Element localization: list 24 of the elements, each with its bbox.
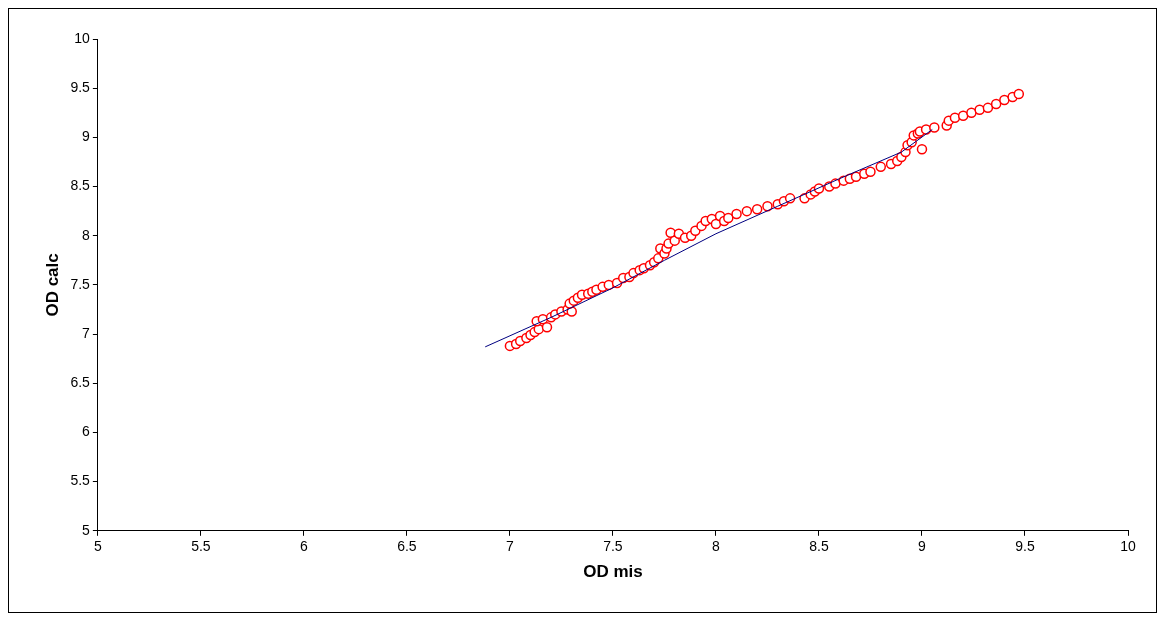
y-tick-label: 7 [82,324,91,341]
x-tick-label: 6.5 [397,538,417,555]
y-axis-title: OD calc [42,253,62,317]
y-tick-label: 6 [82,423,91,440]
x-tick-label: 5 [93,538,102,555]
x-tick-label: 10 [1120,538,1136,555]
y-tick-label: 6.5 [70,374,91,391]
y-tick-label: 5.5 [70,472,91,489]
y-tick-label: 10 [74,29,91,46]
x-tick-label: 9.5 [1015,538,1035,555]
x-tick-label: 5.5 [191,538,211,555]
x-tick-label: 6 [299,538,308,555]
y-tick-label: 8 [82,226,91,243]
y-tick-label: 7.5 [70,275,91,292]
y-tick-label: 9 [82,128,91,145]
x-tick-label: 9 [918,538,927,555]
x-tick-label: 7 [506,538,515,555]
y-tick-label: 8.5 [70,177,91,194]
y-tick-label: 9.5 [70,79,91,96]
x-tick-label: 7.5 [603,538,623,555]
x-tick-label: 8.5 [809,538,829,555]
y-tick-label: 5 [82,521,91,538]
x-tick-label: 8 [712,538,721,555]
x-axis-title: OD mis [583,562,643,582]
